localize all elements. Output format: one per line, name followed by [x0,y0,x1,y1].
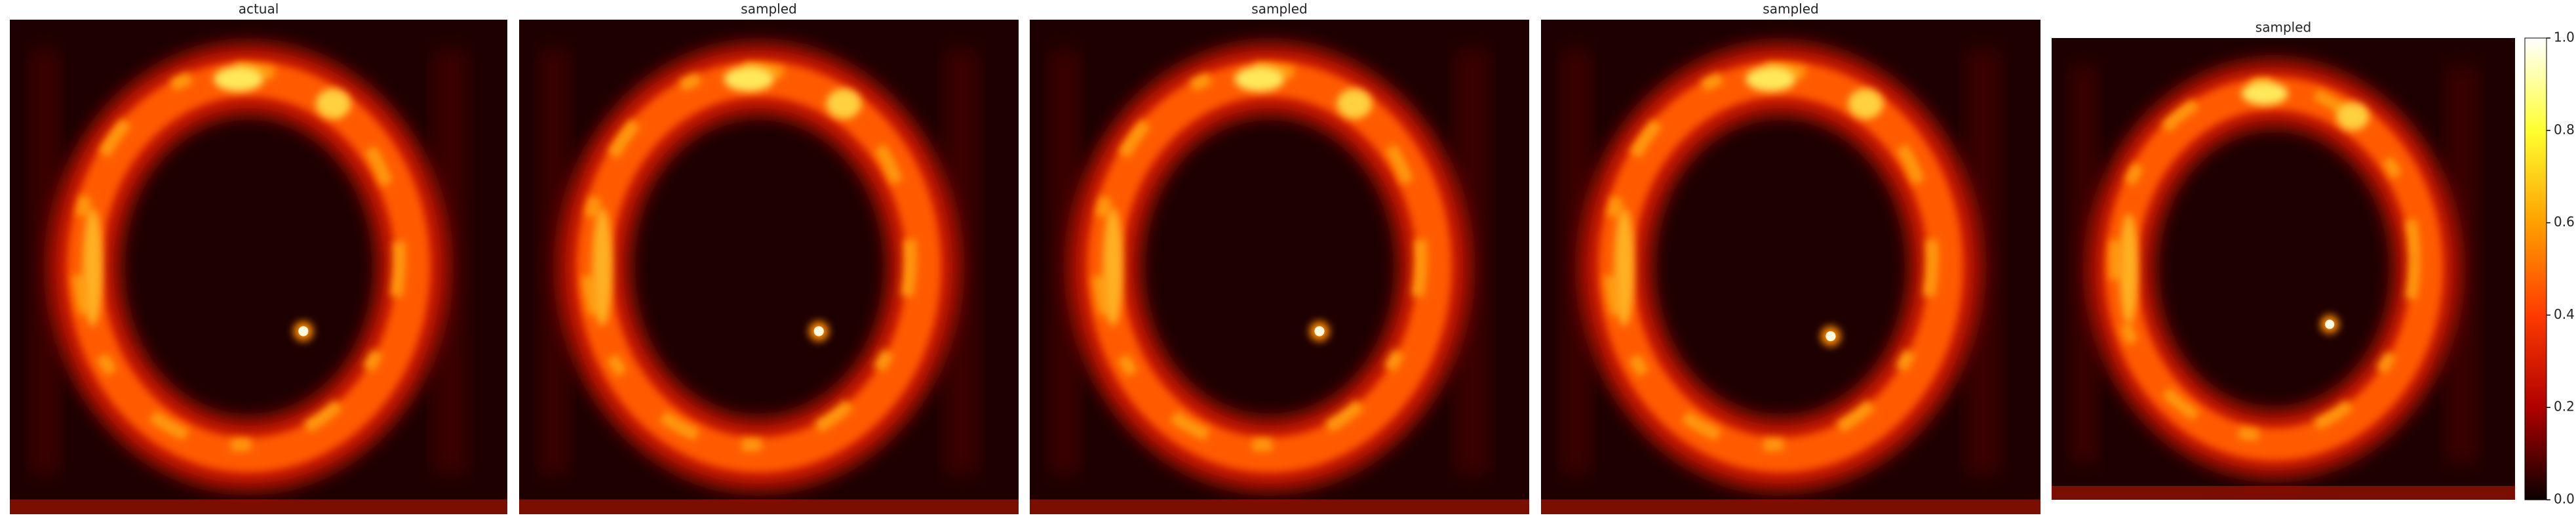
hot-top [214,66,264,92]
panel-title: actual [239,1,279,17]
hot-spot-core [298,326,309,336]
hot-left [592,207,613,327]
colorbar-tick-label: 0.6 [2554,214,2575,230]
hot-spot-core [1825,331,1836,342]
heatmap [519,20,1019,514]
edge-band [519,499,1019,514]
panel-title: sampled [741,1,796,17]
hot-top [1337,89,1372,119]
edge-band [2052,485,2515,500]
colorbar-tick-label: 0.2 [2554,399,2575,415]
hot-top [1234,66,1285,92]
edge-band [1030,499,1529,514]
edge-band [10,499,507,514]
hot-top [2336,102,2370,131]
hot-top [315,89,351,119]
hot-spot-core [2325,319,2335,329]
colorbar-tick-label: 0.4 [2554,306,2575,322]
colorbar [2524,37,2547,500]
heatmap [10,20,507,514]
colorbar-tick-label: 0.0 [2554,491,2575,507]
colorbar-tick-label: 1.0 [2554,30,2575,45]
hot-top [1746,66,1796,92]
heatmap [1030,20,1529,514]
panel-title: sampled [1251,1,1307,17]
hot-spot-core [813,326,824,336]
panel-title: sampled [2255,20,2311,35]
hot-left [1614,207,1635,327]
hot-top [2241,81,2288,106]
hot-top [826,89,861,119]
hot-left [1103,207,1123,327]
heatmap [2052,38,2515,500]
hot-spot-core [1314,326,1325,336]
edge-band [1541,499,2040,514]
hot-left [83,207,103,327]
panel-title: sampled [1763,1,1818,17]
hot-top [1848,89,1883,119]
hot-left [2119,213,2138,325]
hot-top [724,66,774,92]
colorbar-tick-label: 0.8 [2554,121,2575,137]
heatmap [1541,20,2040,514]
